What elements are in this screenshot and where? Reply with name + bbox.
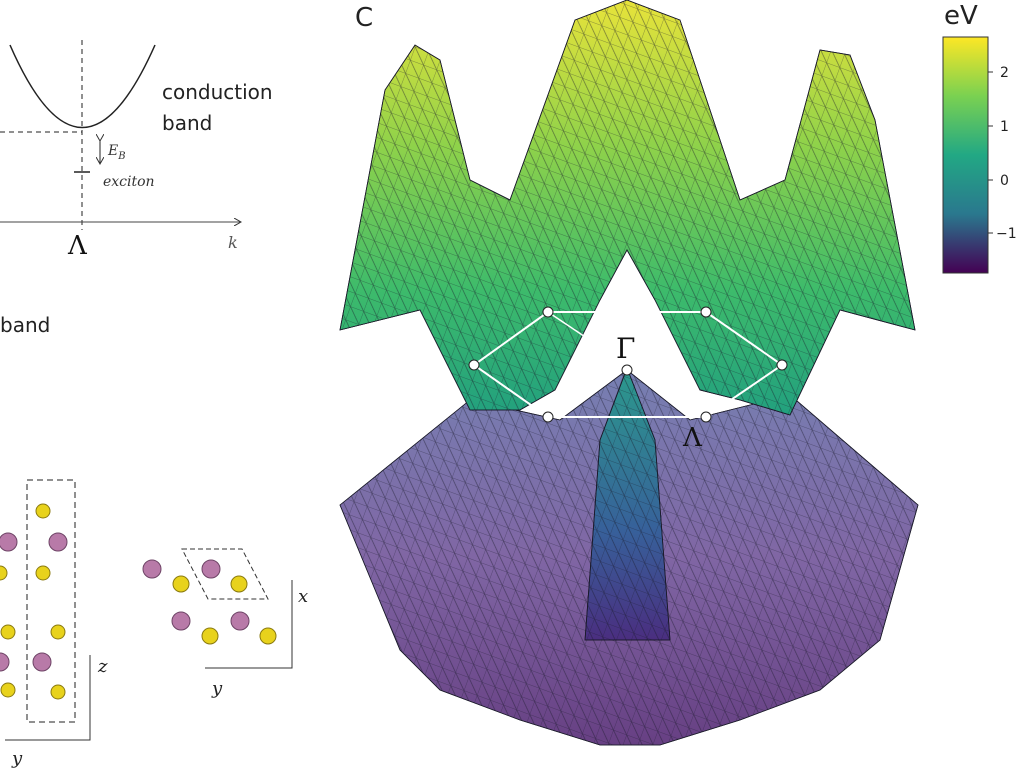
mesh bbox=[339, 0, 916, 416]
unit-cell bbox=[26, 479, 76, 723]
atom bbox=[259, 627, 277, 645]
valence-label: band bbox=[0, 313, 50, 337]
colorbar-tick: 0 bbox=[1000, 173, 1009, 189]
valence-surface bbox=[339, 366, 919, 746]
colorbar bbox=[942, 36, 989, 274]
band-diagram bbox=[0, 40, 240, 230]
atom bbox=[0, 532, 18, 552]
atom bbox=[35, 565, 51, 581]
vertex bbox=[700, 306, 712, 318]
axis-label: y bbox=[11, 748, 23, 768]
conduction-label: band bbox=[162, 111, 212, 135]
lambda-label: Λ bbox=[682, 423, 703, 453]
gamma-point bbox=[621, 364, 633, 376]
axis-label: z bbox=[97, 656, 108, 677]
conduction-surface bbox=[339, 0, 916, 416]
axes bbox=[205, 580, 293, 669]
gamma-label: Γ bbox=[616, 332, 635, 365]
atom bbox=[230, 575, 248, 593]
parabola bbox=[9, 44, 156, 128]
atom bbox=[50, 684, 66, 700]
k-label: k bbox=[228, 233, 238, 252]
unit-cell bbox=[181, 548, 269, 600]
colorbar-unit: eV bbox=[944, 1, 978, 31]
exciton-label: exciton bbox=[103, 174, 155, 190]
zone-line bbox=[547, 311, 628, 366]
atom bbox=[142, 559, 162, 579]
atom bbox=[0, 624, 16, 640]
vertex bbox=[542, 411, 554, 423]
atom bbox=[32, 652, 52, 672]
atom bbox=[201, 627, 219, 645]
atom bbox=[0, 652, 10, 672]
conduction-label: conduction bbox=[162, 80, 273, 104]
lambda-label: Λ bbox=[67, 231, 88, 261]
colorbar-tick: 2 bbox=[1000, 65, 1009, 81]
vertex bbox=[468, 359, 480, 371]
eb: E bbox=[107, 143, 118, 159]
axes bbox=[5, 655, 91, 741]
atom bbox=[50, 624, 66, 640]
axis-label: y bbox=[211, 678, 223, 699]
side-structure bbox=[0, 479, 91, 741]
atom bbox=[0, 565, 8, 581]
atom bbox=[35, 503, 51, 519]
eb-sub: B bbox=[117, 151, 125, 162]
mesh bbox=[584, 366, 671, 641]
binding-energy: EB bbox=[107, 143, 126, 162]
colorbar-tick: 1 bbox=[1000, 119, 1009, 135]
atom bbox=[230, 611, 250, 631]
axis-label: x bbox=[298, 586, 308, 607]
panel-label: C bbox=[355, 3, 373, 33]
atom bbox=[201, 559, 221, 579]
vertex bbox=[700, 411, 712, 423]
colorbar-tick: −1 bbox=[996, 226, 1017, 242]
brillouin-zone bbox=[468, 306, 788, 423]
atom bbox=[171, 611, 191, 631]
atom bbox=[48, 532, 68, 552]
vertex bbox=[542, 306, 554, 318]
atom bbox=[0, 682, 16, 698]
vertex bbox=[776, 359, 788, 371]
atom bbox=[172, 575, 190, 593]
top-structure bbox=[142, 548, 293, 669]
